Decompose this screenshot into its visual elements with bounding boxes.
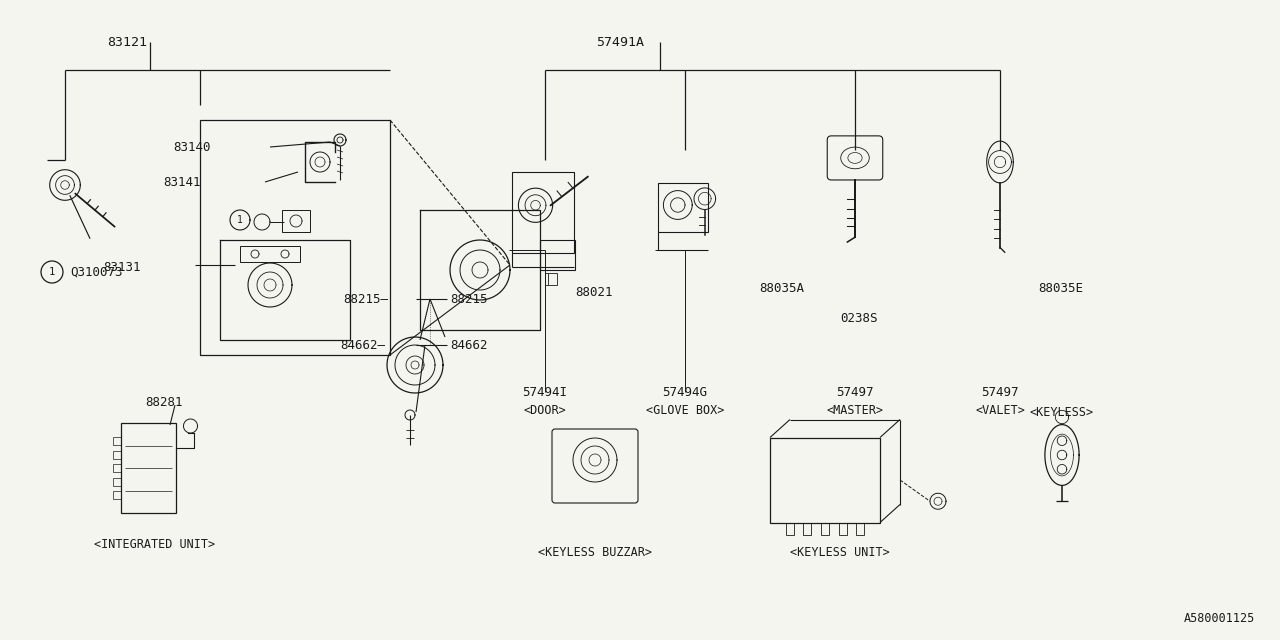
Text: 57494I: 57494I	[522, 385, 567, 399]
Text: 88281: 88281	[145, 396, 183, 408]
Bar	[200, 120, 390, 355]
Text: <MASTER>: <MASTER>	[827, 403, 883, 417]
Text: 83121: 83121	[108, 35, 147, 49]
Text: 88021: 88021	[575, 285, 613, 298]
Text: 57494G: 57494G	[663, 385, 708, 399]
Bar	[113, 491, 120, 499]
Text: 83131: 83131	[102, 260, 141, 273]
Bar	[113, 464, 120, 472]
Text: 88035E: 88035E	[1038, 282, 1083, 294]
Text: 1: 1	[237, 215, 243, 225]
Text: 1: 1	[49, 267, 55, 277]
Bar	[113, 437, 120, 445]
Text: 57497: 57497	[982, 385, 1019, 399]
Bar	[786, 522, 794, 534]
Text: A580001125: A580001125	[1184, 611, 1254, 625]
Text: 88215: 88215	[451, 292, 488, 305]
Text: <DOOR>: <DOOR>	[524, 403, 566, 417]
Bar	[282, 210, 310, 232]
Bar	[820, 522, 829, 534]
Text: 57491A: 57491A	[596, 35, 644, 49]
Text: 84662—: 84662—	[340, 339, 385, 351]
Text: 88035A: 88035A	[759, 282, 804, 294]
Text: <KEYLESS>: <KEYLESS>	[1030, 406, 1094, 419]
Bar	[803, 522, 812, 534]
Text: <VALET>: <VALET>	[975, 403, 1025, 417]
Bar	[771, 438, 881, 522]
Bar	[120, 423, 175, 513]
Text: <KEYLESS UNIT>: <KEYLESS UNIT>	[790, 545, 890, 559]
Bar	[540, 240, 575, 270]
Text: Q310073: Q310073	[70, 266, 123, 278]
Text: <INTEGRATED UNIT>: <INTEGRATED UNIT>	[95, 538, 215, 552]
Bar	[838, 522, 847, 534]
Bar	[113, 451, 120, 458]
Text: <GLOVE BOX>: <GLOVE BOX>	[646, 403, 724, 417]
Bar	[545, 273, 557, 285]
Bar	[856, 522, 864, 534]
Text: <KEYLESS BUZZAR>: <KEYLESS BUZZAR>	[538, 545, 652, 559]
Text: 57497: 57497	[836, 385, 874, 399]
Bar	[113, 477, 120, 486]
Bar	[512, 172, 573, 253]
Text: 88215—: 88215—	[343, 292, 388, 305]
Text: 83141: 83141	[163, 175, 201, 189]
Text: 0238S: 0238S	[840, 312, 878, 324]
Text: 83140: 83140	[173, 141, 210, 154]
Bar	[241, 246, 300, 262]
Bar	[658, 182, 708, 232]
Text: 84662: 84662	[451, 339, 488, 351]
